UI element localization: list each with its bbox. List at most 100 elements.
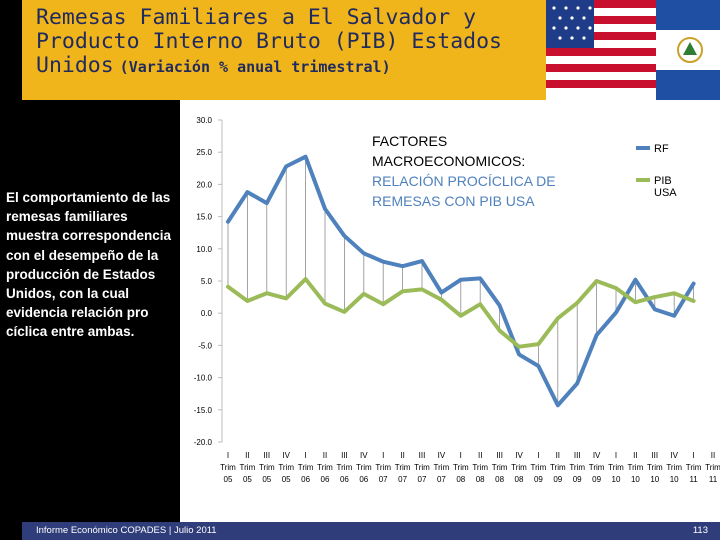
x-tick-year: 06 — [359, 475, 368, 484]
x-tick-year: 09 — [592, 475, 601, 484]
rf-series-point — [265, 201, 269, 205]
chart-annotation: FACTORES MACROECONOMICOS: RELACIÓN PROCÍ… — [372, 133, 556, 209]
pib-series-point — [478, 302, 482, 306]
x-tick-trim: Trim — [647, 463, 663, 472]
us-el-salvador-flag-image — [546, 0, 720, 100]
y-tick-label: -20.0 — [194, 438, 213, 447]
rf-series-point — [536, 364, 540, 368]
x-tick-year: 10 — [631, 475, 640, 484]
y-tick-label: -15.0 — [194, 406, 213, 415]
left-dark-panel — [0, 100, 180, 540]
x-tick-trim: Trim — [356, 463, 372, 472]
x-tick-year: 07 — [398, 475, 407, 484]
x-tick-year: 10 — [670, 475, 679, 484]
rf-series-point — [362, 251, 366, 255]
rf-series-point — [226, 220, 230, 224]
x-tick-quarter: III — [263, 451, 270, 460]
y-tick-label: -10.0 — [194, 374, 213, 383]
x-tick-quarter: I — [615, 451, 617, 460]
x-tick-quarter: IV — [515, 451, 523, 460]
x-tick-quarter: I — [692, 451, 694, 460]
x-tick-year: 05 — [282, 475, 291, 484]
x-tick-trim: Trim — [686, 463, 702, 472]
x-tick-trim: Trim — [337, 463, 353, 472]
x-tick-quarter: II — [245, 451, 249, 460]
rf-series-point — [575, 381, 579, 385]
x-tick-trim: Trim — [278, 463, 294, 472]
y-tick-label: 20.0 — [196, 180, 212, 189]
title-band — [22, 0, 546, 100]
x-tick-trim: Trim — [589, 463, 605, 472]
rf-series-point — [401, 264, 405, 268]
x-tick-year: 07 — [437, 475, 446, 484]
rf-series-point — [692, 282, 696, 286]
x-tick-trim: Trim — [628, 463, 644, 472]
pib-series-point — [420, 287, 424, 291]
pib-series-point — [439, 298, 443, 302]
rf-series-point — [595, 333, 599, 337]
rf-series-point — [614, 311, 618, 315]
x-tick-quarter: IV — [282, 451, 290, 460]
y-tick-label: -5.0 — [198, 341, 212, 350]
rf-series-point — [653, 307, 657, 311]
rf-series-point — [323, 207, 327, 211]
x-tick-year: 10 — [650, 475, 659, 484]
x-tick-year: 08 — [476, 475, 485, 484]
x-tick-quarter: II — [633, 451, 637, 460]
x-tick-trim: Trim — [414, 463, 430, 472]
pib-series-point — [342, 310, 346, 314]
x-tick-quarter: III — [574, 451, 581, 460]
pib-series-point — [517, 345, 521, 349]
pib-series-point — [459, 314, 463, 318]
x-tick-year: 10 — [612, 475, 621, 484]
rf-series-point — [478, 276, 482, 280]
x-tick-quarter: IV — [670, 451, 678, 460]
legend-pib-label: PIB USA — [654, 175, 677, 199]
pib-series-point — [226, 285, 230, 289]
x-tick-year: 08 — [456, 475, 465, 484]
pib-series-point — [653, 295, 657, 299]
rf-series-point — [498, 303, 502, 307]
x-tick-year: 09 — [573, 475, 582, 484]
x-tick-year: 11 — [709, 475, 718, 484]
x-tick-trim: Trim — [298, 463, 314, 472]
x-tick-trim: Trim — [317, 463, 333, 472]
pib-series-point — [245, 299, 249, 303]
x-tick-trim: Trim — [240, 463, 256, 472]
x-tick-trim: Trim — [259, 463, 275, 472]
y-tick-label: 10.0 — [196, 245, 212, 254]
x-tick-quarter: I — [227, 451, 229, 460]
x-tick-trim: Trim — [569, 463, 585, 472]
pib-series-point — [284, 296, 288, 300]
x-tick-quarter: III — [496, 451, 503, 460]
pib-series-point — [401, 289, 405, 293]
pib-series-point — [362, 292, 366, 296]
x-tick-year: 05 — [224, 475, 233, 484]
x-tick-trim: Trim — [511, 463, 527, 472]
pib-series-point — [633, 300, 637, 304]
x-tick-quarter: II — [323, 451, 327, 460]
y-tick-label: 15.0 — [196, 213, 212, 222]
x-tick-quarter: II — [711, 451, 715, 460]
x-tick-year: 09 — [553, 475, 562, 484]
x-tick-quarter: III — [341, 451, 348, 460]
annotation-line-2: MACROECONOMICOS: — [372, 153, 525, 169]
x-tick-quarter: IV — [360, 451, 368, 460]
x-tick-trim: Trim — [375, 463, 391, 472]
pib-series-point — [672, 291, 676, 295]
rf-series-point — [420, 259, 424, 263]
pib-series-point — [265, 291, 269, 295]
pib-series-point — [304, 277, 308, 281]
y-tick-label: 30.0 — [196, 116, 212, 125]
pib-series-point — [323, 302, 327, 306]
commentary-text: El comportamiento de las remesas familia… — [6, 190, 172, 340]
rf-series-point — [342, 234, 346, 238]
x-tick-year: 07 — [379, 475, 388, 484]
x-tick-trim: Trim — [608, 463, 624, 472]
pib-series-point — [381, 302, 385, 306]
pib-series-point — [498, 329, 502, 333]
x-tick-quarter: IV — [438, 451, 446, 460]
el-salvador-flag-icon — [656, 0, 720, 100]
rf-series-point — [284, 164, 288, 168]
slide-title-subtitle: (Variación % anual trimestral) — [119, 58, 391, 76]
